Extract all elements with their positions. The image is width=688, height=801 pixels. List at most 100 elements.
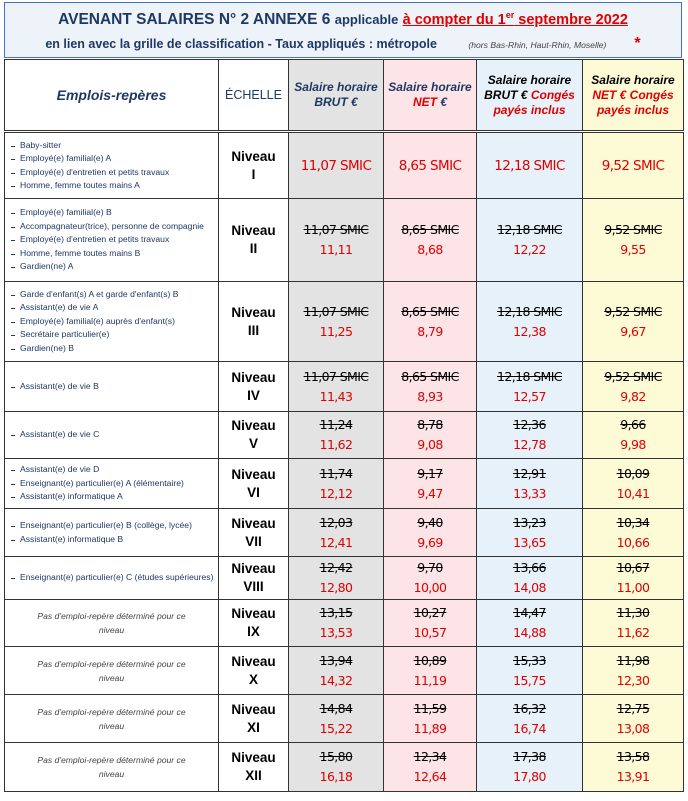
value-cell: 12,34 12,64 — [383, 742, 477, 792]
value-cell: 10,09 10,41 — [582, 458, 684, 509]
value-cell: 12,91 13,33 — [476, 458, 583, 509]
old-rate: 13,94 — [319, 652, 353, 668]
bullet-dash — [11, 240, 15, 242]
scale-label: Niveau — [231, 750, 276, 765]
current-rate: 12,18 SMIC — [494, 157, 565, 174]
scale-cell: Niveau VI — [218, 458, 289, 509]
jobs-cell: Assistant(e) de vie B — [4, 361, 219, 412]
current-rate: 11,07 SMIC — [300, 157, 372, 174]
value-cell: 13,58 13,91 — [582, 742, 684, 792]
job-text: Homme, femme toutes mains B — [20, 247, 141, 258]
scale-cell: Niveau IX — [218, 599, 289, 647]
job-item: Assistant(e) informatique A — [11, 490, 218, 504]
old-rate: 9,70 — [417, 560, 443, 575]
jobs-cell: Employé(e) familial(e) B Accompagnateur(t… — [4, 198, 219, 282]
title: AVENANT SALAIRES N° 2 ANNEXE 6 — [58, 10, 331, 28]
job-text: Gardien(ne) B — [20, 342, 74, 353]
job-item: Accompagnateur(trice), personne de compa… — [11, 220, 218, 234]
value-cell: 9,52 SMIC 9,55 — [582, 198, 684, 282]
scale-label: Niveau — [231, 561, 276, 576]
table-row: Enseignant(e) particulier(e) B (collège,… — [4, 508, 684, 557]
scale-cell: Niveau V — [218, 411, 289, 459]
old-rate: 15,80 — [319, 749, 353, 764]
value-cell: 11,07 SMIC — [288, 131, 384, 199]
bullet-dash — [11, 483, 15, 485]
job-text: Assistant(e) de vie B — [20, 380, 99, 391]
old-rate: 12,18 SMIC — [497, 303, 563, 319]
old-rate: 8,65 SMIC — [401, 368, 459, 384]
new-rate: 11,43 — [319, 388, 353, 404]
old-rate: 11,59 — [413, 700, 447, 716]
scale-cell: Niveau II — [218, 198, 289, 282]
bullet-dash — [11, 497, 15, 499]
value-cell: 12,75 13,08 — [582, 694, 684, 743]
table-row: Assistant(e) de vie C Niveau V 11,24 11,62 8,… — [4, 411, 684, 459]
job-item: Enseignant(e) particulier(e) C (études s… — [11, 571, 218, 585]
job-list: Assistant(e) de vie B — [6, 380, 218, 394]
value-cell: 16,32 16,74 — [476, 694, 583, 743]
job-text: Enseignant(e) particulier(e) A (élémenta… — [20, 477, 184, 488]
column-header: Salaire horaire NET € Congés payés inclu… — [582, 59, 684, 133]
old-rate: 11,07 SMIC — [303, 303, 370, 319]
new-rate: 11,11 — [319, 242, 353, 257]
new-rate: 13,65 — [513, 534, 546, 550]
job-item: Employé(e) familial(e) auprès d'enfant(s… — [11, 315, 218, 329]
bullet-dash — [11, 308, 15, 310]
job-list: Garde d'enfant(s) A et garde d'enfant(s)… — [6, 288, 218, 356]
old-rate: 11,07 SMIC — [303, 368, 370, 384]
value-cell: 12,18 SMIC 12,38 — [476, 281, 583, 362]
new-rate: 9,08 — [417, 437, 443, 452]
old-rate: 9,66 — [620, 417, 646, 432]
jobs-cell: Pas d'emploi-repère déterminé pour ce ni… — [4, 646, 219, 695]
bullet-dash — [11, 470, 15, 472]
scale-label: Niveau — [231, 653, 276, 669]
scale-cell: Niveau IV — [218, 361, 289, 412]
value-cell: 14,47 14,88 — [476, 599, 583, 647]
new-rate: 11,62 — [616, 625, 650, 640]
value-cell: 9,17 9,47 — [383, 458, 477, 509]
bullet-dash — [11, 294, 15, 296]
value-cell: 10,89 11,19 — [383, 646, 477, 695]
job-text: Employé(e) familial(e) auprès d'enfant(s… — [20, 315, 175, 326]
scale-label: Niveau — [231, 223, 276, 238]
column-header: Emplois-repères — [4, 59, 219, 133]
table-row: Pas d'emploi-repère déterminé pour ce ni… — [4, 599, 684, 647]
jobs-cell: Pas d'emploi-repère déterminé pour ce ni… — [4, 694, 219, 743]
no-job-note: Pas d'emploi-repère déterminé pour ce ni… — [37, 755, 186, 779]
bullet-dash — [11, 226, 15, 228]
title-box: AVENANT SALAIRES N° 2 ANNEXE 6 applicabl… — [4, 2, 682, 58]
scale-cell: Niveau VIII — [218, 556, 289, 600]
scale-cell: Niveau VII — [218, 508, 289, 557]
scale-cell: Niveau X — [218, 646, 289, 695]
old-rate: 16,32 — [513, 700, 546, 716]
scale-level: IV — [247, 387, 260, 403]
value-cell: 11,30 11,62 — [582, 599, 684, 647]
scale-level: XI — [247, 719, 260, 735]
jobs-cell: Assistant(e) de vie D Enseignant(e) parti… — [4, 458, 219, 509]
bullet-dash — [11, 321, 15, 323]
value-cell: 10,34 10,66 — [582, 508, 684, 557]
new-rate: 13,91 — [616, 769, 650, 784]
job-text: Assistant(e) de vie A — [20, 302, 99, 313]
old-rate: 17,38 — [513, 749, 546, 764]
job-item: Assistant(e) de vie D — [11, 463, 218, 477]
current-rate: 8,65 SMIC — [398, 157, 462, 174]
scale-cell: Niveau I — [218, 131, 289, 199]
job-item: Assistant(e) informatique B — [11, 533, 218, 547]
bullet-dash — [11, 348, 15, 350]
value-cell: 12,18 SMIC — [476, 131, 583, 199]
current-rate: 9,52 SMIC — [601, 157, 665, 174]
scale-label: Niveau — [231, 418, 276, 433]
scale-level: VI — [247, 484, 260, 500]
value-cell: 13,94 14,32 — [288, 646, 384, 695]
subtitle-line: en lien avec la grille de classification… — [5, 35, 681, 53]
old-rate: 10,34 — [616, 514, 650, 530]
job-item: Employé(e) d'entretien et petits travaux — [11, 166, 218, 180]
value-cell: 9,70 10,00 — [383, 556, 477, 600]
job-text: Assistant(e) de vie D — [20, 464, 100, 475]
new-rate: 12,80 — [319, 580, 353, 595]
bullet-dash — [11, 145, 15, 147]
value-cell: 11,24 11,62 — [288, 411, 384, 459]
job-item: Assistant(e) de vie C — [11, 428, 218, 442]
